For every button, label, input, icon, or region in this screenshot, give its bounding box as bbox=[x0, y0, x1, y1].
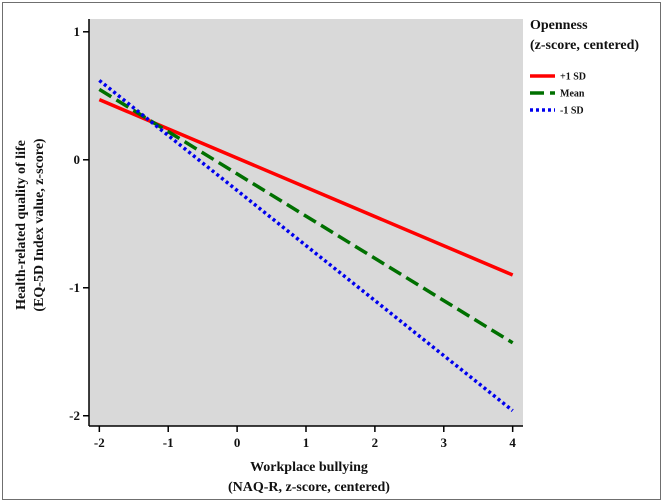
y-axis-title-line1: Health-related quality of life bbox=[14, 140, 29, 310]
legend-title-line2: (z-score, centered) bbox=[530, 38, 639, 53]
x-tick-label-0: -2 bbox=[94, 435, 105, 450]
legend-label-1: Mean bbox=[560, 89, 585, 100]
x-tick-label-3: 1 bbox=[303, 435, 310, 450]
legend-title-line1: Openness bbox=[530, 18, 588, 33]
x-tick-label-6: 4 bbox=[509, 435, 516, 450]
x-tick-label-4: 2 bbox=[372, 435, 379, 450]
y-axis-title-line2: (EQ-5D Index value, z-score) bbox=[32, 138, 47, 311]
y-tick-label-3: 1 bbox=[74, 24, 81, 39]
x-axis-title-line2: (NAQ-R, z-score, centered) bbox=[228, 480, 390, 495]
y-tick-label-2: 0 bbox=[74, 152, 81, 167]
x-tick-label-2: 0 bbox=[234, 435, 241, 450]
y-tick-label-0: -2 bbox=[69, 408, 80, 423]
legend-label-2: -1 SD bbox=[560, 106, 584, 117]
legend: Openness (z-score, centered) +1 SD Mean -1… bbox=[530, 18, 639, 117]
y-tick-label-1: -1 bbox=[69, 280, 80, 295]
legend-label-0: +1 SD bbox=[560, 72, 586, 83]
chart-svg: -2 -1 0 1 2 3 4 -2 -1 0 1 Workplace bullying (NAQ-… bbox=[3, 3, 660, 499]
x-tick-label-1: -1 bbox=[163, 435, 174, 450]
x-tick-label-5: 3 bbox=[441, 435, 448, 450]
legend-items: +1 SD Mean -1 SD bbox=[530, 72, 586, 117]
x-axis-title-line1: Workplace bullying bbox=[250, 460, 368, 475]
